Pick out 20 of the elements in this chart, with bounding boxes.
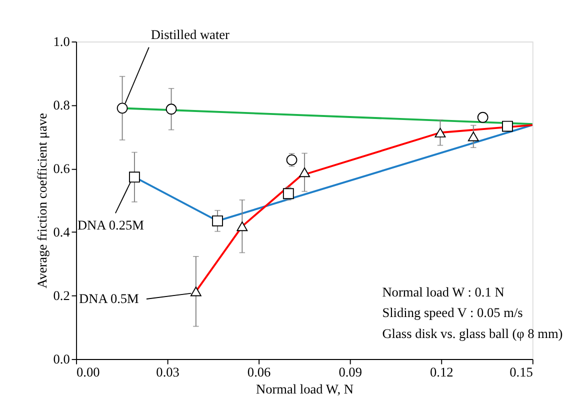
annotation: Normal load W : 0.1 N <box>382 284 505 300</box>
x-tick-label: 0.09 <box>338 364 362 380</box>
annotation: DNA 0.25M <box>77 217 144 232</box>
x-axis-title: Normal load W, N <box>256 382 354 397</box>
annotation: Distilled water <box>150 26 230 42</box>
x-tick-label: 0.12 <box>430 364 454 380</box>
annotation: Sliding speed V : 0.05 m/s <box>382 305 523 320</box>
y-tick-label: 0.6 <box>53 160 70 176</box>
x-tick-label: 0.03 <box>156 364 180 380</box>
y-tick-label: 0.8 <box>53 97 70 112</box>
annotation: Glass disk vs. glass ball (φ 8 mm) <box>382 326 563 342</box>
y-axis-title: Average friction coefficient μave <box>34 112 50 288</box>
y-tick-label: 0.2 <box>53 288 70 303</box>
x-tick-label: 0.00 <box>76 364 100 380</box>
annotation: DNA 0.5M <box>79 290 140 306</box>
y-tick-label: 0.0 <box>53 351 70 366</box>
x-tick-label: 0.06 <box>247 364 272 380</box>
y-tick-label: 0.4 <box>53 224 70 240</box>
y-tick-label: 1.0 <box>53 34 70 49</box>
x-tick-label: 0.15 <box>510 364 534 380</box>
